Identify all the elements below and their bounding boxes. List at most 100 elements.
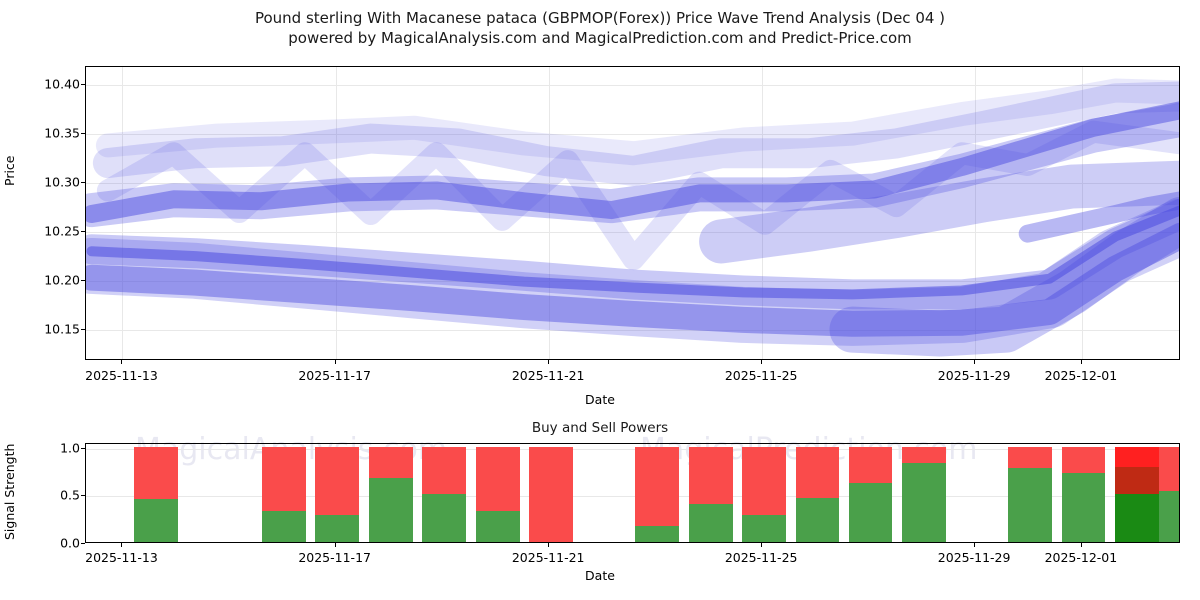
signal-bar[interactable]	[688, 446, 733, 542]
signal-gridline-h	[86, 448, 1179, 450]
price-y-tick-label: 10.25	[44, 223, 80, 239]
signal-bar[interactable]	[422, 446, 466, 542]
signal-bar-buy-segment	[369, 478, 413, 542]
signal-bar-buy-segment	[901, 462, 946, 542]
price-x-tick-label: 2025-11-17	[298, 368, 371, 383]
price-x-tick-mark	[121, 360, 123, 364]
price-wave-plot	[86, 67, 1179, 359]
price-gridline-v	[1081, 67, 1083, 359]
signal-chart-title: Buy and Sell Powers	[531, 420, 669, 436]
price-wave-band	[92, 81, 1179, 186]
signal-bar[interactable]	[262, 446, 307, 542]
price-x-tick-label: 2025-11-13	[85, 368, 158, 383]
price-gridline-h	[86, 231, 1179, 233]
signal-bar[interactable]	[1061, 446, 1106, 542]
signal-bar[interactable]	[901, 446, 946, 542]
signal-bar-sell-segment	[635, 446, 679, 526]
signal-bar[interactable]	[369, 446, 413, 542]
price-gridline-h	[86, 329, 1179, 331]
price-x-tick-mark	[974, 360, 976, 364]
signal-bar[interactable]	[848, 446, 893, 542]
signal-bar-sell-segment	[901, 446, 946, 463]
signal-x-tick-mark	[121, 543, 123, 547]
signal-x-tick-mark	[1080, 543, 1082, 547]
signal-x-tick-mark	[548, 543, 550, 547]
signal-y-tick-mark	[81, 543, 85, 544]
signal-y-tick-label: 0.5	[60, 487, 80, 503]
signal-bar-buy-segment	[741, 515, 786, 542]
price-y-tick-label: 10.15	[44, 321, 80, 337]
signal-bar-buy-segment	[475, 510, 520, 542]
signal-bars-plot	[86, 444, 1179, 542]
signal-bar[interactable]	[795, 446, 840, 542]
price-wave-band	[86, 199, 1179, 346]
signal-bar-sell-segment	[795, 446, 840, 499]
signal-bar[interactable]	[134, 446, 178, 542]
signal-bar-sell-segment	[1061, 446, 1106, 474]
signal-bar-sell-segment	[369, 446, 413, 479]
signal-axis-label-x: Date	[585, 568, 615, 583]
price-y-tick-mark	[81, 181, 85, 183]
price-x-tick-label: 2025-11-21	[511, 368, 585, 383]
signal-x-tick-label: 2025-12-01	[1044, 550, 1118, 565]
signal-x-tick-mark	[974, 543, 976, 547]
signal-y-tick-mark	[81, 495, 85, 497]
price-gridline-h	[86, 182, 1179, 184]
price-gridline-v	[335, 67, 337, 359]
signal-bar[interactable]	[528, 446, 573, 542]
signal-x-tick-label: 2025-11-13	[85, 550, 158, 565]
signal-bar-sell-segment	[134, 446, 178, 500]
signal-x-tick-label: 2025-11-17	[298, 550, 371, 565]
signal-bar-buy-segment	[134, 499, 178, 542]
signal-bar-buy-segment	[688, 503, 733, 542]
signal-bar-sell-segment	[1007, 446, 1052, 468]
signal-axis-label-y: Signal Strength	[2, 443, 17, 540]
price-chart-axes	[85, 66, 1180, 360]
signal-bar[interactable]	[741, 446, 786, 542]
signal-bar-buy-segment	[315, 515, 360, 542]
signal-bar-sell-cap	[1114, 446, 1159, 467]
price-x-tick-mark	[334, 360, 336, 364]
chart-title-block: Pound sterling With Macanese pataca (GBP…	[0, 8, 1200, 49]
price-wave-band	[86, 101, 1179, 223]
price-gridline-v	[549, 67, 551, 359]
price-wave-band	[95, 78, 1179, 166]
price-y-tick-label: 10.40	[44, 76, 80, 92]
price-gridline-h	[86, 84, 1179, 86]
signal-x-tick-label: 2025-11-21	[511, 550, 585, 565]
price-x-tick-label: 2025-12-01	[1044, 368, 1118, 383]
price-wave-band	[86, 205, 1179, 300]
signal-bar-sell-segment	[741, 446, 786, 516]
price-wave-band	[96, 120, 1179, 271]
signal-bar[interactable]	[1007, 446, 1052, 542]
signal-bar-buy-segment	[422, 494, 466, 542]
price-gridline-h	[86, 133, 1179, 135]
signal-bar[interactable]	[1114, 446, 1159, 542]
price-x-tick-mark	[548, 360, 550, 364]
price-gridline-h	[86, 280, 1179, 282]
price-gridline-v	[762, 67, 764, 359]
price-y-tick-label: 10.30	[44, 174, 80, 190]
signal-x-tick-mark	[761, 543, 763, 547]
chart-title-line-2: powered by MagicalAnalysis.com and Magic…	[288, 29, 912, 48]
signal-bar[interactable]	[1159, 446, 1179, 542]
signal-bar[interactable]	[635, 446, 679, 542]
signal-bar-sell-segment	[315, 446, 360, 516]
price-wave-band	[829, 197, 1179, 357]
signal-bar-sell-segment	[475, 446, 520, 511]
signal-x-tick-label: 2025-11-25	[724, 550, 798, 565]
price-y-tick-label: 10.35	[44, 125, 80, 141]
signal-bar-buy-segment	[1061, 473, 1106, 542]
signal-chart-axes	[85, 443, 1180, 543]
signal-bar-sell-segment	[262, 446, 307, 511]
signal-bar-buy-segment	[1114, 494, 1159, 542]
price-y-tick-mark	[81, 132, 85, 134]
signal-bar[interactable]	[475, 446, 520, 542]
signal-bar-buy-segment	[1159, 490, 1179, 542]
signal-bar[interactable]	[315, 446, 360, 542]
price-wave-band	[699, 160, 1179, 264]
price-wave-svg	[86, 78, 1179, 357]
signal-bar-buy-segment	[795, 498, 840, 542]
price-y-tick-mark	[81, 83, 85, 85]
